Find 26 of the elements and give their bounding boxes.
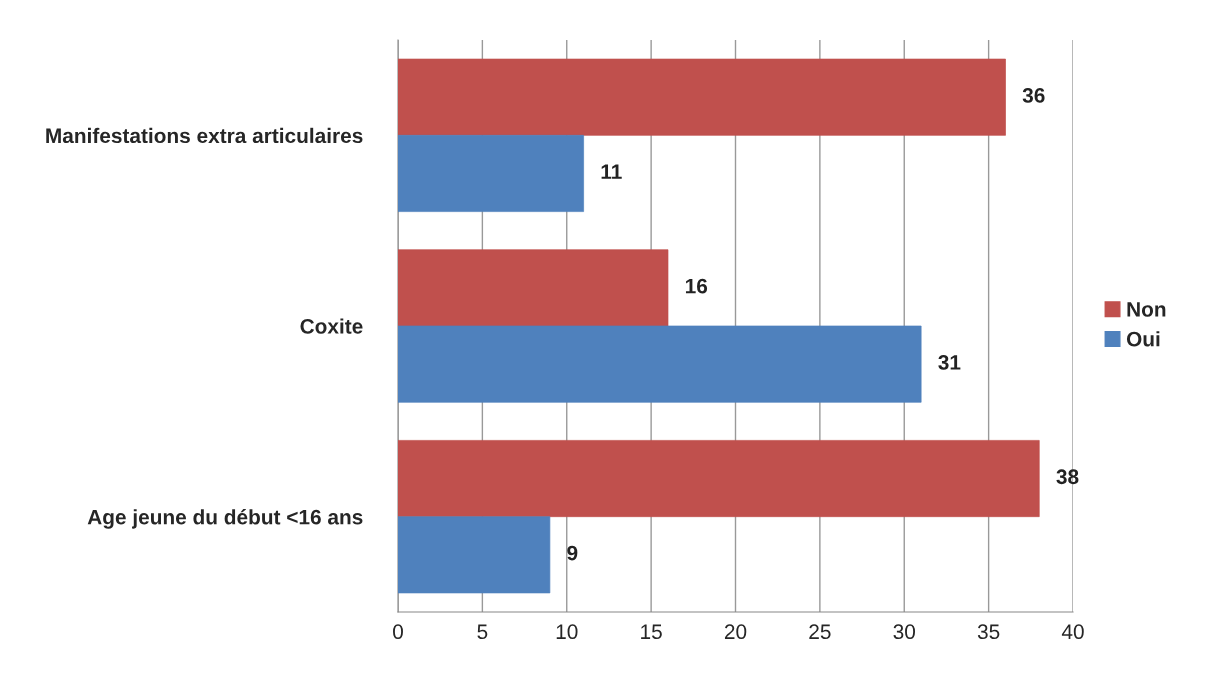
x-tick-label: 30 <box>893 624 916 640</box>
x-tick-label: 15 <box>641 624 662 640</box>
y-tick-label: Manifestations extra articulaires <box>46 127 363 144</box>
x-tick-label: 25 <box>809 624 831 640</box>
bar <box>398 58 1006 136</box>
bar <box>398 516 551 594</box>
x-tick-label: 5 <box>477 624 488 640</box>
legend-label: Oui <box>1126 331 1160 347</box>
x-tick-label: 40 <box>1061 624 1084 640</box>
data-label: 16 <box>685 278 708 294</box>
bar <box>398 440 1040 518</box>
legend-label: Non <box>1127 302 1166 317</box>
y-tick-label: Coxite <box>300 318 363 334</box>
data-label: 38 <box>1056 469 1079 485</box>
bar <box>398 325 922 403</box>
data-label: 9 <box>567 545 578 561</box>
data-label: 36 <box>1022 88 1045 103</box>
x-tick-label: 20 <box>724 624 747 640</box>
y-tick-label: Age jeune du début <16 ans <box>87 509 363 529</box>
x-tick-label: 10 <box>556 624 578 640</box>
x-tick-label: 0 <box>393 624 403 640</box>
data-label: 31 <box>938 354 961 370</box>
x-tick-label: 35 <box>977 624 1000 640</box>
data-label: 11 <box>601 164 622 179</box>
bar <box>398 134 584 212</box>
bar <box>398 249 669 327</box>
